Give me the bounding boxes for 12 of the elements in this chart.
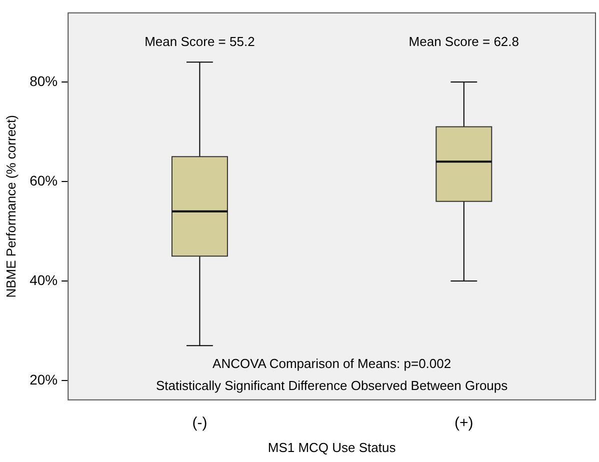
annotation: Mean Score = 55.2 xyxy=(144,34,255,49)
y-tick-label: 20% xyxy=(30,371,58,388)
x-tick-label: (-) xyxy=(192,414,208,432)
y-tick-label: 60% xyxy=(30,172,58,188)
y-tick-label: 80% xyxy=(30,72,58,89)
y-axis-title: NBME Performance (% correct) xyxy=(3,115,18,298)
y-tick-label: 40% xyxy=(30,272,58,288)
annotation: ANCOVA Comparison of Means: p=0.002 xyxy=(212,356,452,371)
annotation: Statistically Significant Difference Observed Between Groups xyxy=(156,378,508,393)
annotation: Mean Score = 62.8 xyxy=(408,34,520,49)
x-tick-label: (+) xyxy=(454,414,474,432)
x-axis-title: MS1 MCQ Use Status xyxy=(268,440,396,455)
